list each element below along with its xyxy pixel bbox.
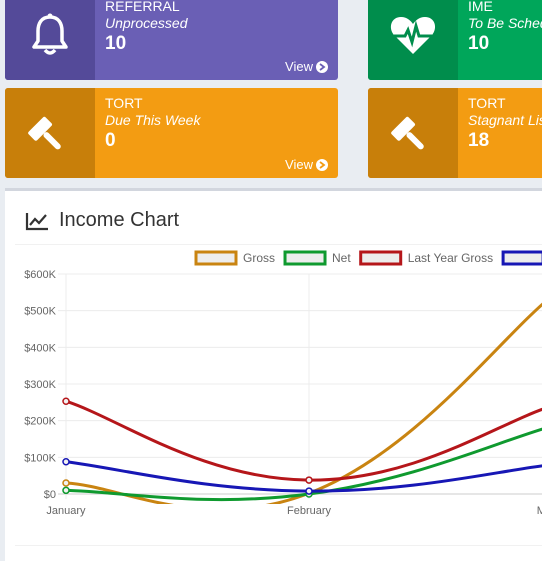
legend-swatch bbox=[501, 250, 542, 266]
header-divider bbox=[15, 244, 542, 245]
y-tick-label: $600K bbox=[24, 269, 56, 281]
heartbeat-icon-box bbox=[368, 0, 458, 80]
series-point bbox=[305, 487, 313, 495]
view-link[interactable]: View bbox=[285, 157, 328, 172]
arrow-circle-right-icon bbox=[316, 60, 328, 73]
legend-swatch bbox=[359, 250, 403, 266]
view-label: View bbox=[285, 59, 313, 74]
series-point bbox=[62, 486, 70, 495]
view-label: View bbox=[285, 157, 313, 172]
series-line bbox=[65, 399, 542, 482]
tile-subtitle: Stagnant List bbox=[468, 112, 542, 128]
tile-subtitle: To Be Scheduled bbox=[468, 15, 542, 31]
tile-category: TORT bbox=[105, 95, 143, 111]
arrow-circle-right-icon bbox=[316, 158, 328, 171]
panel-header: Income Chart bbox=[25, 209, 179, 232]
legend-label: Last Year Gross bbox=[408, 251, 493, 265]
line-chart-icon bbox=[25, 212, 48, 230]
tile-subtitle: Unprocessed bbox=[105, 15, 188, 31]
y-tick-label: $0 bbox=[44, 489, 56, 501]
gavel-icon bbox=[28, 116, 61, 150]
y-tick-label: $200K bbox=[24, 416, 56, 428]
bell-icon bbox=[32, 13, 68, 55]
x-tick-label: February bbox=[287, 505, 332, 517]
tile-count: 18 bbox=[468, 130, 490, 151]
referral-tile[interactable]: REFERRAL Unprocessed 10 View bbox=[5, 0, 338, 80]
ime-tile[interactable]: IME To Be Scheduled 10 bbox=[368, 0, 542, 80]
x-tick-label: January bbox=[46, 505, 86, 517]
footer-divider bbox=[15, 545, 542, 546]
series-line bbox=[65, 427, 542, 502]
series-line bbox=[65, 460, 542, 493]
legend-swatch bbox=[283, 250, 327, 266]
y-tick-label: $400K bbox=[24, 342, 56, 354]
tort-due-tile[interactable]: TORT Due This Week 0 View bbox=[5, 88, 338, 178]
tile-category: IME bbox=[468, 0, 493, 14]
legend-label: Net bbox=[332, 251, 351, 265]
gavel-icon-box bbox=[5, 88, 95, 178]
y-tick-label: $100K bbox=[24, 452, 56, 464]
view-link[interactable]: View bbox=[285, 59, 328, 74]
series-point bbox=[305, 476, 313, 484]
tile-count: 10 bbox=[105, 33, 127, 54]
tile-count: 0 bbox=[105, 130, 116, 151]
tile-category: REFERRAL bbox=[105, 0, 180, 14]
legend-label: Gross bbox=[243, 251, 275, 265]
tort-stagnant-tile[interactable]: TORT Stagnant List 18 bbox=[368, 88, 542, 178]
bell-icon-box bbox=[5, 0, 95, 80]
heartbeat-icon bbox=[390, 17, 436, 54]
series-point bbox=[62, 479, 70, 487]
tile-category: TORT bbox=[468, 95, 506, 111]
tile-subtitle: Due This Week bbox=[105, 112, 201, 128]
y-tick-label: $500K bbox=[24, 306, 56, 318]
gavel-icon-box bbox=[368, 88, 458, 178]
gavel-icon bbox=[391, 116, 424, 150]
x-tick-label: March bbox=[537, 505, 542, 517]
series-point bbox=[62, 397, 70, 405]
series-point bbox=[62, 457, 70, 466]
tile-count: 10 bbox=[468, 33, 490, 54]
legend-swatch bbox=[194, 250, 238, 266]
y-tick-label: $300K bbox=[24, 379, 56, 391]
panel-title: Income Chart bbox=[59, 209, 180, 231]
